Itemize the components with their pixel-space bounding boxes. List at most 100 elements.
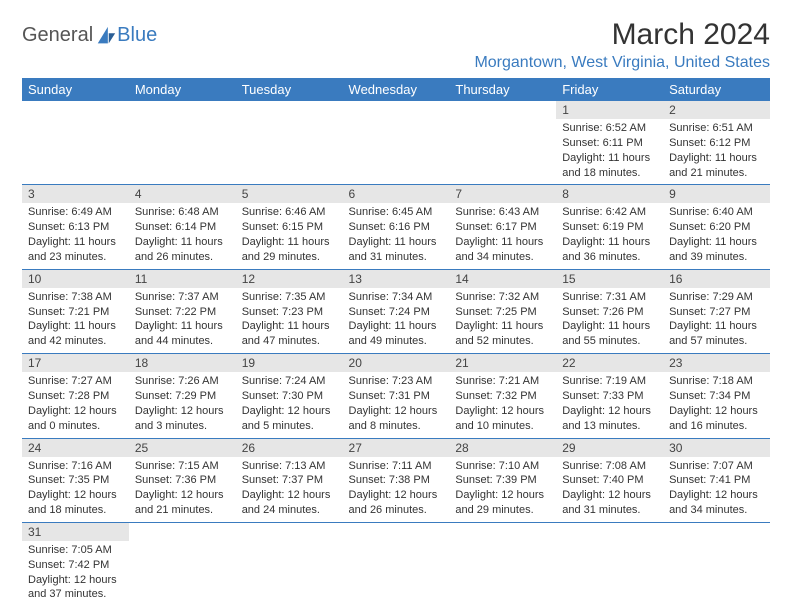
- day-number: 31: [22, 523, 129, 541]
- calendar-day-cell: [236, 522, 343, 606]
- day-details: Sunrise: 7:38 AMSunset: 7:21 PMDaylight:…: [22, 288, 129, 353]
- day-number: 19: [236, 354, 343, 372]
- day-details: Sunrise: 7:16 AMSunset: 7:35 PMDaylight:…: [22, 457, 129, 522]
- day-number: 13: [343, 270, 450, 288]
- sunrise-line: Sunrise: 6:52 AM: [562, 121, 657, 136]
- calendar-day-cell: 1Sunrise: 6:52 AMSunset: 6:11 PMDaylight…: [556, 101, 663, 185]
- brand-general-text: General: [22, 24, 93, 47]
- sunrise-line: Sunrise: 7:16 AM: [28, 459, 123, 474]
- sunrise-line: Sunrise: 7:13 AM: [242, 459, 337, 474]
- weekday-header: Saturday: [663, 78, 770, 101]
- day-details: Sunrise: 7:08 AMSunset: 7:40 PMDaylight:…: [556, 457, 663, 522]
- title-block: March 2024 Morgantown, West Virginia, Un…: [474, 18, 770, 72]
- day-details: Sunrise: 7:21 AMSunset: 7:32 PMDaylight:…: [449, 372, 556, 437]
- day-number: 12: [236, 270, 343, 288]
- day-number: 1: [556, 101, 663, 119]
- weekday-header: Monday: [129, 78, 236, 101]
- calendar-day-cell: 29Sunrise: 7:08 AMSunset: 7:40 PMDayligh…: [556, 438, 663, 522]
- day-details: Sunrise: 7:31 AMSunset: 7:26 PMDaylight:…: [556, 288, 663, 353]
- calendar-day-cell: 28Sunrise: 7:10 AMSunset: 7:39 PMDayligh…: [449, 438, 556, 522]
- calendar-day-cell: 19Sunrise: 7:24 AMSunset: 7:30 PMDayligh…: [236, 354, 343, 438]
- daylight-line: Daylight: 12 hours and 31 minutes.: [562, 488, 657, 518]
- daylight-line: Daylight: 11 hours and 36 minutes.: [562, 235, 657, 265]
- daylight-line: Daylight: 11 hours and 34 minutes.: [455, 235, 550, 265]
- day-details: Sunrise: 7:34 AMSunset: 7:24 PMDaylight:…: [343, 288, 450, 353]
- calendar-day-cell: 6Sunrise: 6:45 AMSunset: 6:16 PMDaylight…: [343, 185, 450, 269]
- daylight-line: Daylight: 12 hours and 13 minutes.: [562, 404, 657, 434]
- calendar-day-cell: [129, 101, 236, 185]
- sunrise-line: Sunrise: 6:42 AM: [562, 205, 657, 220]
- day-details: Sunrise: 7:27 AMSunset: 7:28 PMDaylight:…: [22, 372, 129, 437]
- sunset-line: Sunset: 7:38 PM: [349, 473, 444, 488]
- day-details: Sunrise: 7:19 AMSunset: 7:33 PMDaylight:…: [556, 372, 663, 437]
- day-details: Sunrise: 7:13 AMSunset: 7:37 PMDaylight:…: [236, 457, 343, 522]
- daylight-line: Daylight: 12 hours and 0 minutes.: [28, 404, 123, 434]
- sunset-line: Sunset: 6:11 PM: [562, 136, 657, 151]
- daylight-line: Daylight: 12 hours and 34 minutes.: [669, 488, 764, 518]
- sunrise-line: Sunrise: 6:45 AM: [349, 205, 444, 220]
- sunset-line: Sunset: 7:42 PM: [28, 558, 123, 573]
- calendar-day-cell: 3Sunrise: 6:49 AMSunset: 6:13 PMDaylight…: [22, 185, 129, 269]
- sunset-line: Sunset: 7:30 PM: [242, 389, 337, 404]
- daylight-line: Daylight: 12 hours and 37 minutes.: [28, 573, 123, 603]
- daylight-line: Daylight: 12 hours and 3 minutes.: [135, 404, 230, 434]
- day-details: Sunrise: 6:51 AMSunset: 6:12 PMDaylight:…: [663, 119, 770, 184]
- day-number: 5: [236, 185, 343, 203]
- day-number: 30: [663, 439, 770, 457]
- calendar-day-cell: 5Sunrise: 6:46 AMSunset: 6:15 PMDaylight…: [236, 185, 343, 269]
- sunrise-line: Sunrise: 7:18 AM: [669, 374, 764, 389]
- day-number: 11: [129, 270, 236, 288]
- sunrise-line: Sunrise: 7:29 AM: [669, 290, 764, 305]
- header-row: General Blue March 2024 Morgantown, West…: [22, 18, 770, 72]
- day-details: Sunrise: 6:46 AMSunset: 6:15 PMDaylight:…: [236, 203, 343, 268]
- calendar-day-cell: [129, 522, 236, 606]
- day-details: Sunrise: 7:32 AMSunset: 7:25 PMDaylight:…: [449, 288, 556, 353]
- sunset-line: Sunset: 7:37 PM: [242, 473, 337, 488]
- daylight-line: Daylight: 11 hours and 57 minutes.: [669, 319, 764, 349]
- day-number: 25: [129, 439, 236, 457]
- calendar-day-cell: 22Sunrise: 7:19 AMSunset: 7:33 PMDayligh…: [556, 354, 663, 438]
- day-details: Sunrise: 6:43 AMSunset: 6:17 PMDaylight:…: [449, 203, 556, 268]
- calendar-day-cell: 11Sunrise: 7:37 AMSunset: 7:22 PMDayligh…: [129, 269, 236, 353]
- sunrise-line: Sunrise: 7:27 AM: [28, 374, 123, 389]
- sunrise-line: Sunrise: 6:49 AM: [28, 205, 123, 220]
- day-details: Sunrise: 7:05 AMSunset: 7:42 PMDaylight:…: [22, 541, 129, 606]
- brand-logo: General Blue: [22, 24, 157, 47]
- day-details: Sunrise: 6:40 AMSunset: 6:20 PMDaylight:…: [663, 203, 770, 268]
- daylight-line: Daylight: 12 hours and 5 minutes.: [242, 404, 337, 434]
- sunrise-line: Sunrise: 7:15 AM: [135, 459, 230, 474]
- sunset-line: Sunset: 7:39 PM: [455, 473, 550, 488]
- day-details: Sunrise: 7:10 AMSunset: 7:39 PMDaylight:…: [449, 457, 556, 522]
- calendar-day-cell: 21Sunrise: 7:21 AMSunset: 7:32 PMDayligh…: [449, 354, 556, 438]
- calendar-day-cell: 18Sunrise: 7:26 AMSunset: 7:29 PMDayligh…: [129, 354, 236, 438]
- calendar-day-cell: 31Sunrise: 7:05 AMSunset: 7:42 PMDayligh…: [22, 522, 129, 606]
- daylight-line: Daylight: 12 hours and 16 minutes.: [669, 404, 764, 434]
- day-number: 8: [556, 185, 663, 203]
- day-number: 29: [556, 439, 663, 457]
- calendar-day-cell: 10Sunrise: 7:38 AMSunset: 7:21 PMDayligh…: [22, 269, 129, 353]
- day-number: 24: [22, 439, 129, 457]
- day-number: 16: [663, 270, 770, 288]
- weekday-header-row: Sunday Monday Tuesday Wednesday Thursday…: [22, 78, 770, 101]
- daylight-line: Daylight: 11 hours and 44 minutes.: [135, 319, 230, 349]
- calendar-week-row: 17Sunrise: 7:27 AMSunset: 7:28 PMDayligh…: [22, 354, 770, 438]
- sunset-line: Sunset: 6:20 PM: [669, 220, 764, 235]
- calendar-day-cell: 8Sunrise: 6:42 AMSunset: 6:19 PMDaylight…: [556, 185, 663, 269]
- day-details: Sunrise: 7:15 AMSunset: 7:36 PMDaylight:…: [129, 457, 236, 522]
- day-details: Sunrise: 7:37 AMSunset: 7:22 PMDaylight:…: [129, 288, 236, 353]
- sunrise-line: Sunrise: 7:21 AM: [455, 374, 550, 389]
- sunrise-line: Sunrise: 7:08 AM: [562, 459, 657, 474]
- sunrise-line: Sunrise: 7:37 AM: [135, 290, 230, 305]
- sunset-line: Sunset: 7:25 PM: [455, 305, 550, 320]
- calendar-week-row: 10Sunrise: 7:38 AMSunset: 7:21 PMDayligh…: [22, 269, 770, 353]
- weekday-header: Friday: [556, 78, 663, 101]
- month-title: March 2024: [474, 18, 770, 52]
- day-number: 10: [22, 270, 129, 288]
- sunset-line: Sunset: 7:28 PM: [28, 389, 123, 404]
- sunrise-line: Sunrise: 6:43 AM: [455, 205, 550, 220]
- day-details: Sunrise: 6:45 AMSunset: 6:16 PMDaylight:…: [343, 203, 450, 268]
- daylight-line: Daylight: 11 hours and 39 minutes.: [669, 235, 764, 265]
- day-number: 20: [343, 354, 450, 372]
- sunset-line: Sunset: 6:13 PM: [28, 220, 123, 235]
- sunrise-line: Sunrise: 6:48 AM: [135, 205, 230, 220]
